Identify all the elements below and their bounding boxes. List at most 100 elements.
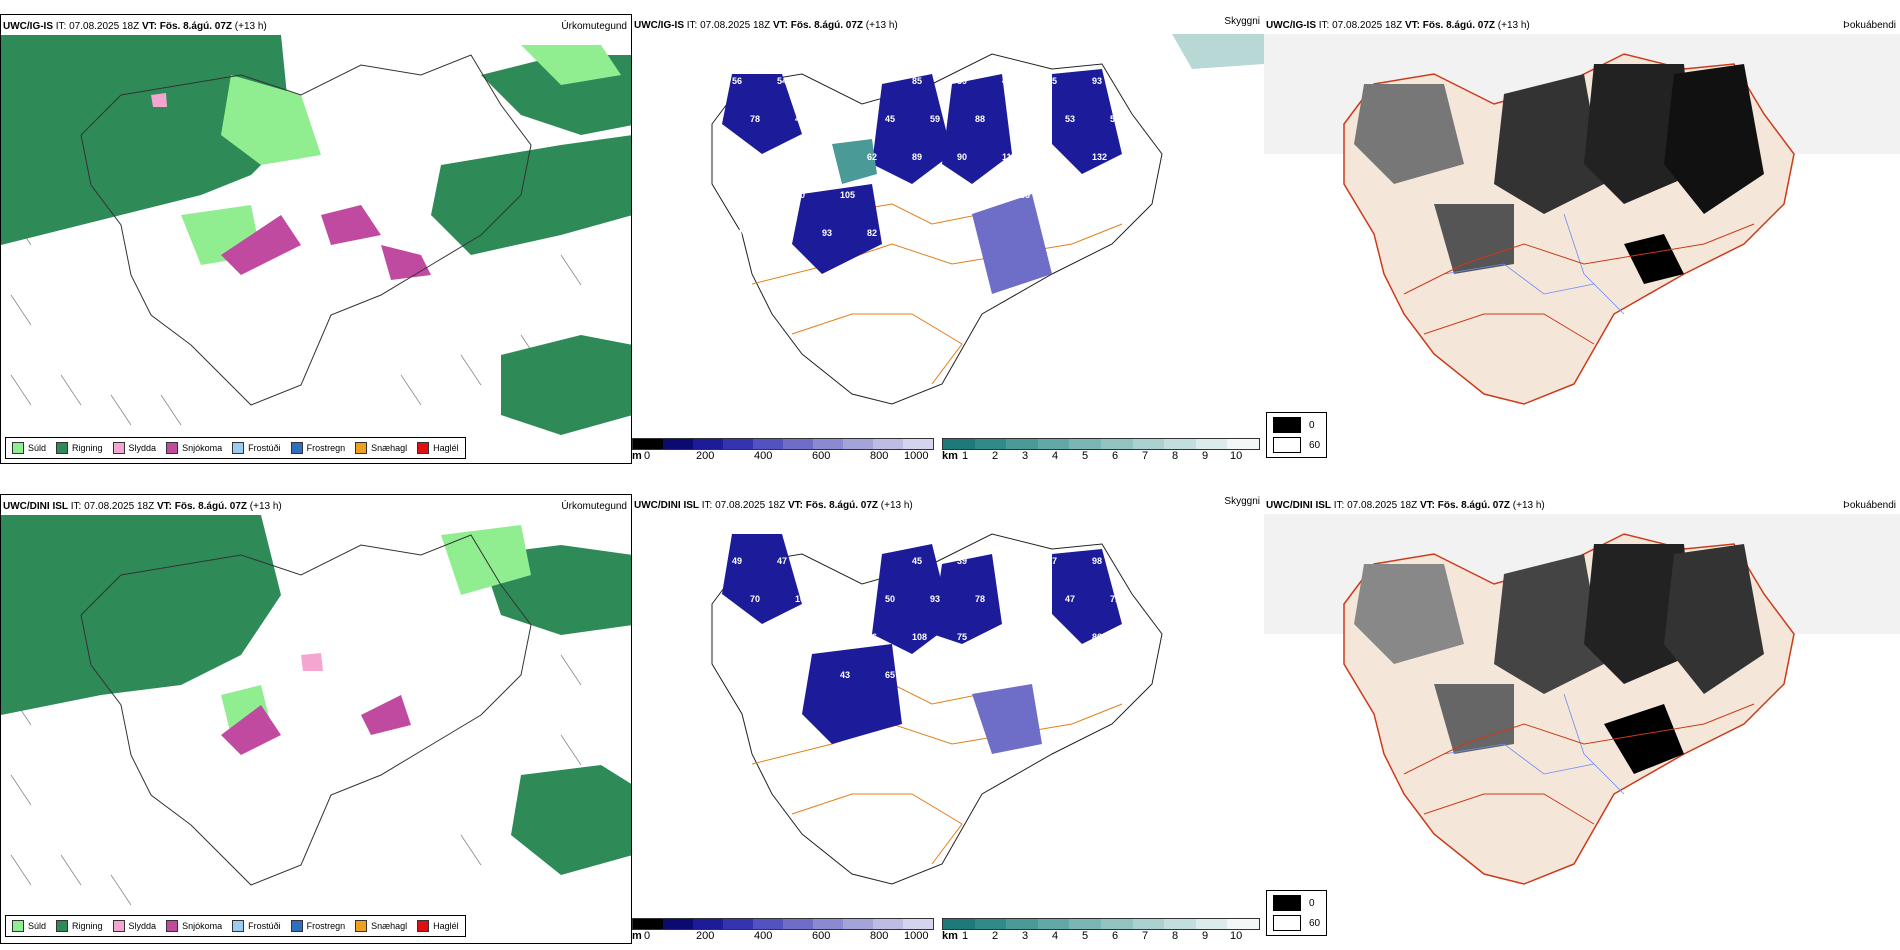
- legend-item: Súld: [12, 920, 46, 932]
- visibility-tick: 8: [1172, 930, 1179, 942]
- visibility-tick: 4: [1052, 930, 1059, 942]
- height-tick: 1000: [904, 450, 929, 462]
- cloud-height-label: 113: [822, 632, 837, 642]
- precip-legend-top: Súld Rigning Slydda Snjókoma Frostúði Fr…: [5, 437, 466, 459]
- cloud-height-label: 75: [957, 632, 967, 642]
- height-tick: 400: [754, 450, 773, 462]
- cloud-height-label: 41: [975, 190, 985, 200]
- cloud-height-label: 116: [1002, 152, 1017, 162]
- visibility-tick: 9: [1202, 930, 1209, 942]
- height-colorbar-strip: [632, 918, 934, 930]
- fog-key-swatch: [1273, 417, 1301, 433]
- visibility-unit: km: [942, 450, 958, 462]
- panel-title-cloud-bottom: Skyggni: [1224, 496, 1260, 507]
- legend-item: Súld: [12, 442, 46, 454]
- fog-key-item: 0: [1273, 895, 1320, 911]
- visibility-tick: 7: [1142, 930, 1149, 942]
- panel-title-cloud-top: Skyggni: [1224, 16, 1260, 27]
- panel-header-bottom-fog: UWC/DINI ISL IT: 07.08.2025 18Z VT: Fös.…: [1266, 500, 1545, 511]
- cloud-height-label: 59: [930, 114, 940, 124]
- height-tick: 1000: [904, 930, 929, 942]
- cloud-height-label: 47: [1047, 556, 1057, 566]
- cloud-height-label: 65: [885, 670, 895, 680]
- cloud-height-label: 102: [795, 594, 810, 604]
- legend-swatch: [12, 920, 24, 932]
- legend-item: Rigning: [56, 920, 103, 932]
- visibility-tick: 5: [1082, 450, 1089, 462]
- legend-item: Rigning: [56, 442, 103, 454]
- cloud-height-label: 93: [822, 228, 832, 238]
- legend-item: Snæhagl: [355, 442, 407, 454]
- cloud-height-label: 56: [777, 152, 787, 162]
- visibility-tick: 8: [1172, 450, 1179, 462]
- legend-swatch: [166, 920, 179, 932]
- cloud-height-label: 48: [795, 670, 805, 680]
- legend-swatch: [56, 442, 69, 454]
- cloud-height-label: 56: [1020, 190, 1030, 200]
- cloud-height-label: 85: [912, 76, 922, 86]
- height-tick: 0: [644, 930, 651, 942]
- cloud-height-label: 58: [1110, 114, 1120, 124]
- fog-key-bottom: 0 60: [1266, 890, 1328, 936]
- panel-header-top-precip: UWC/IG-IS IT: 07.08.2025 18Z VT: Fös. 8.…: [3, 21, 267, 32]
- cloud-height-label: 65: [822, 556, 832, 566]
- legend-item: Snjókoma: [166, 920, 222, 932]
- cloud-height-label: 93: [1092, 76, 1102, 86]
- cloud-map-bottom: 49 47 65 68 45 39 55 47 98 70 102 49 50 93 78 49 47 71 62 9…: [711, 533, 1163, 885]
- visibility-tick: 3: [1022, 450, 1029, 462]
- legend-swatch: [112, 442, 125, 454]
- cloud-height-label: 70: [750, 594, 760, 604]
- height-colorbar-top: m 0 200 400 600 800 1000: [632, 438, 937, 464]
- cloud-map-top: 56 54 63 67 85 59 48 95 93 78 43 68 45 59 88 35 53 58 70 56…: [711, 34, 1264, 405]
- cloud-height-label: 62: [930, 670, 940, 680]
- cloud-height-label: 126: [1020, 670, 1035, 680]
- fog-map-top: [1264, 34, 1900, 405]
- cloud-height-label: 68: [867, 556, 877, 566]
- precip-legend-bottom: Súld Rigning Slydda Snjókoma Frostúði Fr…: [5, 915, 466, 937]
- cloud-height-label: 93: [930, 594, 940, 604]
- precip-panel-bottom: UWC/DINI ISL IT: 07.08.2025 18Z VT: Fös.…: [0, 494, 632, 944]
- cloud-height-label: 52: [930, 190, 940, 200]
- visibility-tick: 1: [962, 930, 969, 942]
- cloud-height-label: 82: [867, 228, 877, 238]
- legend-swatch: [290, 442, 303, 454]
- panel-title-fog-top: Þokuábendi: [1843, 20, 1896, 31]
- height-tick: 600: [812, 930, 831, 942]
- height-unit: m: [632, 450, 642, 462]
- height-tick: 200: [696, 930, 715, 942]
- fog-key-top: 0 60: [1266, 412, 1328, 458]
- fog-panel-bottom: UWC/DINI ISL IT: 07.08.2025 18Z VT: Fös.…: [1264, 494, 1900, 944]
- legend-item: Frostúði: [232, 920, 281, 932]
- panel-header-top-fog: UWC/IG-IS IT: 07.08.2025 18Z VT: Fös. 8.…: [1266, 20, 1530, 31]
- cloud-height-label: 70: [732, 152, 742, 162]
- visibility-tick: 10: [1230, 930, 1243, 942]
- visibility-colorbar-strip: [942, 438, 1260, 450]
- visibility-tick: 1: [962, 450, 969, 462]
- cloud-height-label: 74: [1047, 152, 1057, 162]
- cloud-height-label: 63: [822, 76, 832, 86]
- cloud-height-label: 86: [1092, 632, 1102, 642]
- cloud-height-label: 108: [912, 632, 927, 642]
- cloud-height-label: 62: [732, 632, 742, 642]
- panel-title-fog-bottom: Þokuábendi: [1843, 500, 1896, 511]
- fog-key-swatch: [1273, 895, 1301, 911]
- cloud-height-label: 49: [732, 556, 742, 566]
- height-tick: 800: [870, 930, 889, 942]
- legend-swatch: [355, 920, 368, 932]
- legend-item: Slydda: [112, 442, 156, 454]
- legend-item: Haglél: [417, 920, 459, 932]
- precip-panel-top: UWC/IG-IS IT: 07.08.2025 18Z VT: Fös. 8.…: [0, 14, 632, 464]
- cloud-height-label: 43: [795, 114, 805, 124]
- cloud-height-label: 54: [777, 76, 787, 86]
- visibility-colorbar-strip: [942, 918, 1260, 930]
- cloud-height-label: 47: [777, 556, 787, 566]
- visibility-tick: 9: [1202, 450, 1209, 462]
- visibility-colorbar-bottom: km 1 2 3 4 5 6 7 8 9 10: [942, 918, 1264, 944]
- cloud-panel-top: 56 54 63 67 85 59 48 95 93 78 43 68 45 59 88 35 53 58 70 56…: [632, 14, 1264, 464]
- cloud-height-label: 78: [885, 190, 895, 200]
- visibility-tick: 7: [1142, 450, 1149, 462]
- cloud-height-label: 94: [732, 228, 742, 238]
- legend-item: Snæhagl: [355, 920, 407, 932]
- cloud-height-label: 68: [840, 114, 850, 124]
- fog-panel-top: UWC/IG-IS IT: 07.08.2025 18Z VT: Fös. 8.…: [1264, 14, 1900, 464]
